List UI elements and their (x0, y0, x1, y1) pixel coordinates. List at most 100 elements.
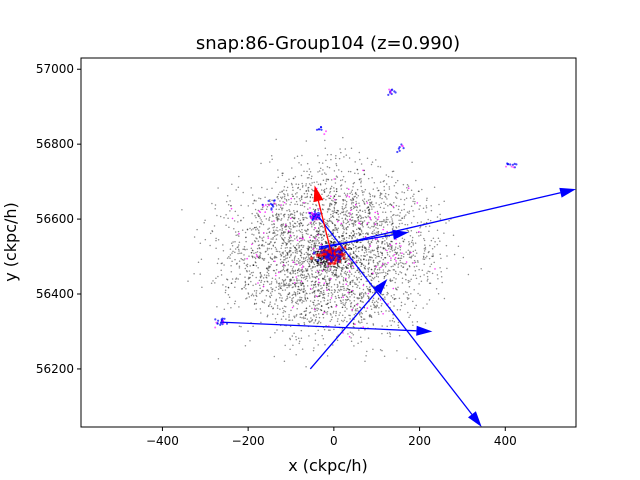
dm-particle (300, 289, 302, 292)
dm-particle (273, 257, 276, 259)
dm-particle (328, 270, 330, 273)
dm-particle (287, 216, 290, 219)
dm-particle (280, 318, 283, 320)
dm-particle (322, 289, 325, 292)
dm-particle (389, 333, 392, 335)
dm-particle (325, 324, 327, 327)
star-particle (401, 252, 403, 254)
dm-particle (304, 259, 307, 261)
star-particle (354, 323, 356, 326)
arrow-shaft (309, 290, 378, 370)
dm-particle (417, 261, 419, 263)
dm-particle (295, 282, 297, 284)
dm-particle (335, 188, 338, 190)
dm-particle (300, 251, 303, 254)
dm-particle (307, 248, 309, 250)
central-particle (315, 253, 319, 257)
dm-particle (311, 239, 314, 242)
dm-particle (352, 235, 355, 237)
dm-particle (361, 321, 363, 323)
dm-particle (426, 197, 428, 200)
dm-particle (268, 231, 270, 234)
dm-particle (354, 191, 357, 194)
dm-particle (350, 206, 353, 209)
dm-particle (222, 250, 225, 252)
dm-particle (376, 248, 379, 251)
dm-particle (408, 243, 411, 245)
dm-particle (412, 324, 414, 326)
dm-particle (255, 302, 258, 305)
dm-particle (307, 249, 309, 252)
dm-particle (341, 294, 344, 297)
dm-particle (319, 222, 321, 225)
dm-particle (327, 302, 329, 304)
dm-particle (253, 264, 255, 266)
dm-particle (350, 235, 353, 238)
dm-particle (383, 189, 386, 192)
dm-particle (295, 249, 298, 251)
dm-particle (307, 190, 310, 192)
dm-particle (392, 228, 394, 230)
dm-particle (268, 219, 270, 222)
dm-particle (292, 305, 295, 307)
dm-particle (410, 245, 413, 248)
arrow-head (468, 411, 482, 427)
dm-particle (245, 236, 247, 238)
dm-particle (281, 260, 283, 263)
dm-particle (279, 287, 282, 289)
dm-particle (296, 291, 299, 293)
dm-particle (439, 218, 442, 220)
dm-particle (266, 314, 269, 317)
dm-particle (270, 283, 273, 285)
dm-particle (292, 272, 294, 274)
dm-particle (360, 185, 362, 188)
star-particle (340, 222, 343, 225)
dm-particle (397, 214, 399, 216)
dm-particle (284, 278, 287, 281)
dm-particle (313, 315, 315, 317)
dm-particle (348, 293, 350, 295)
dm-particle (265, 276, 267, 279)
dm-particle (392, 265, 394, 267)
dm-particle (279, 308, 281, 310)
dm-particle (346, 259, 348, 261)
dm-particle (371, 277, 374, 279)
dm-particle (308, 275, 311, 277)
dm-particle (419, 294, 421, 296)
dm-particle (320, 284, 322, 287)
dm-particle (361, 246, 364, 248)
dm-particle (354, 282, 356, 284)
dm-particle (324, 139, 326, 142)
subhalo-star-particle (323, 133, 326, 136)
dm-particle (443, 200, 445, 202)
dm-particle (356, 269, 359, 271)
star-particle (295, 276, 298, 278)
dm-particle (246, 265, 249, 268)
dm-particle (244, 258, 246, 260)
dm-particle (298, 229, 300, 231)
dm-particle (292, 245, 295, 247)
arrow-head (392, 229, 409, 240)
dm-particle (360, 220, 362, 222)
dm-particle (324, 260, 326, 263)
star-particle (374, 211, 377, 214)
dm-particle (307, 189, 309, 191)
dm-particle (313, 292, 316, 294)
dm-particle (275, 268, 278, 271)
dm-particle (369, 204, 372, 207)
dm-particle (344, 240, 346, 243)
dm-particle (294, 270, 296, 273)
dm-particle (313, 236, 315, 238)
dm-particle (333, 273, 336, 276)
dm-particle (336, 266, 338, 269)
dm-particle (357, 218, 360, 221)
subhalo-particle (219, 323, 222, 326)
dm-particle (310, 267, 312, 270)
dm-particle (306, 280, 309, 282)
dm-particle (330, 153, 332, 156)
central-dm-particle (345, 248, 348, 251)
dm-particle (261, 243, 264, 246)
dm-particle (292, 296, 295, 299)
dm-particle (267, 267, 270, 269)
star-particle (317, 270, 319, 273)
